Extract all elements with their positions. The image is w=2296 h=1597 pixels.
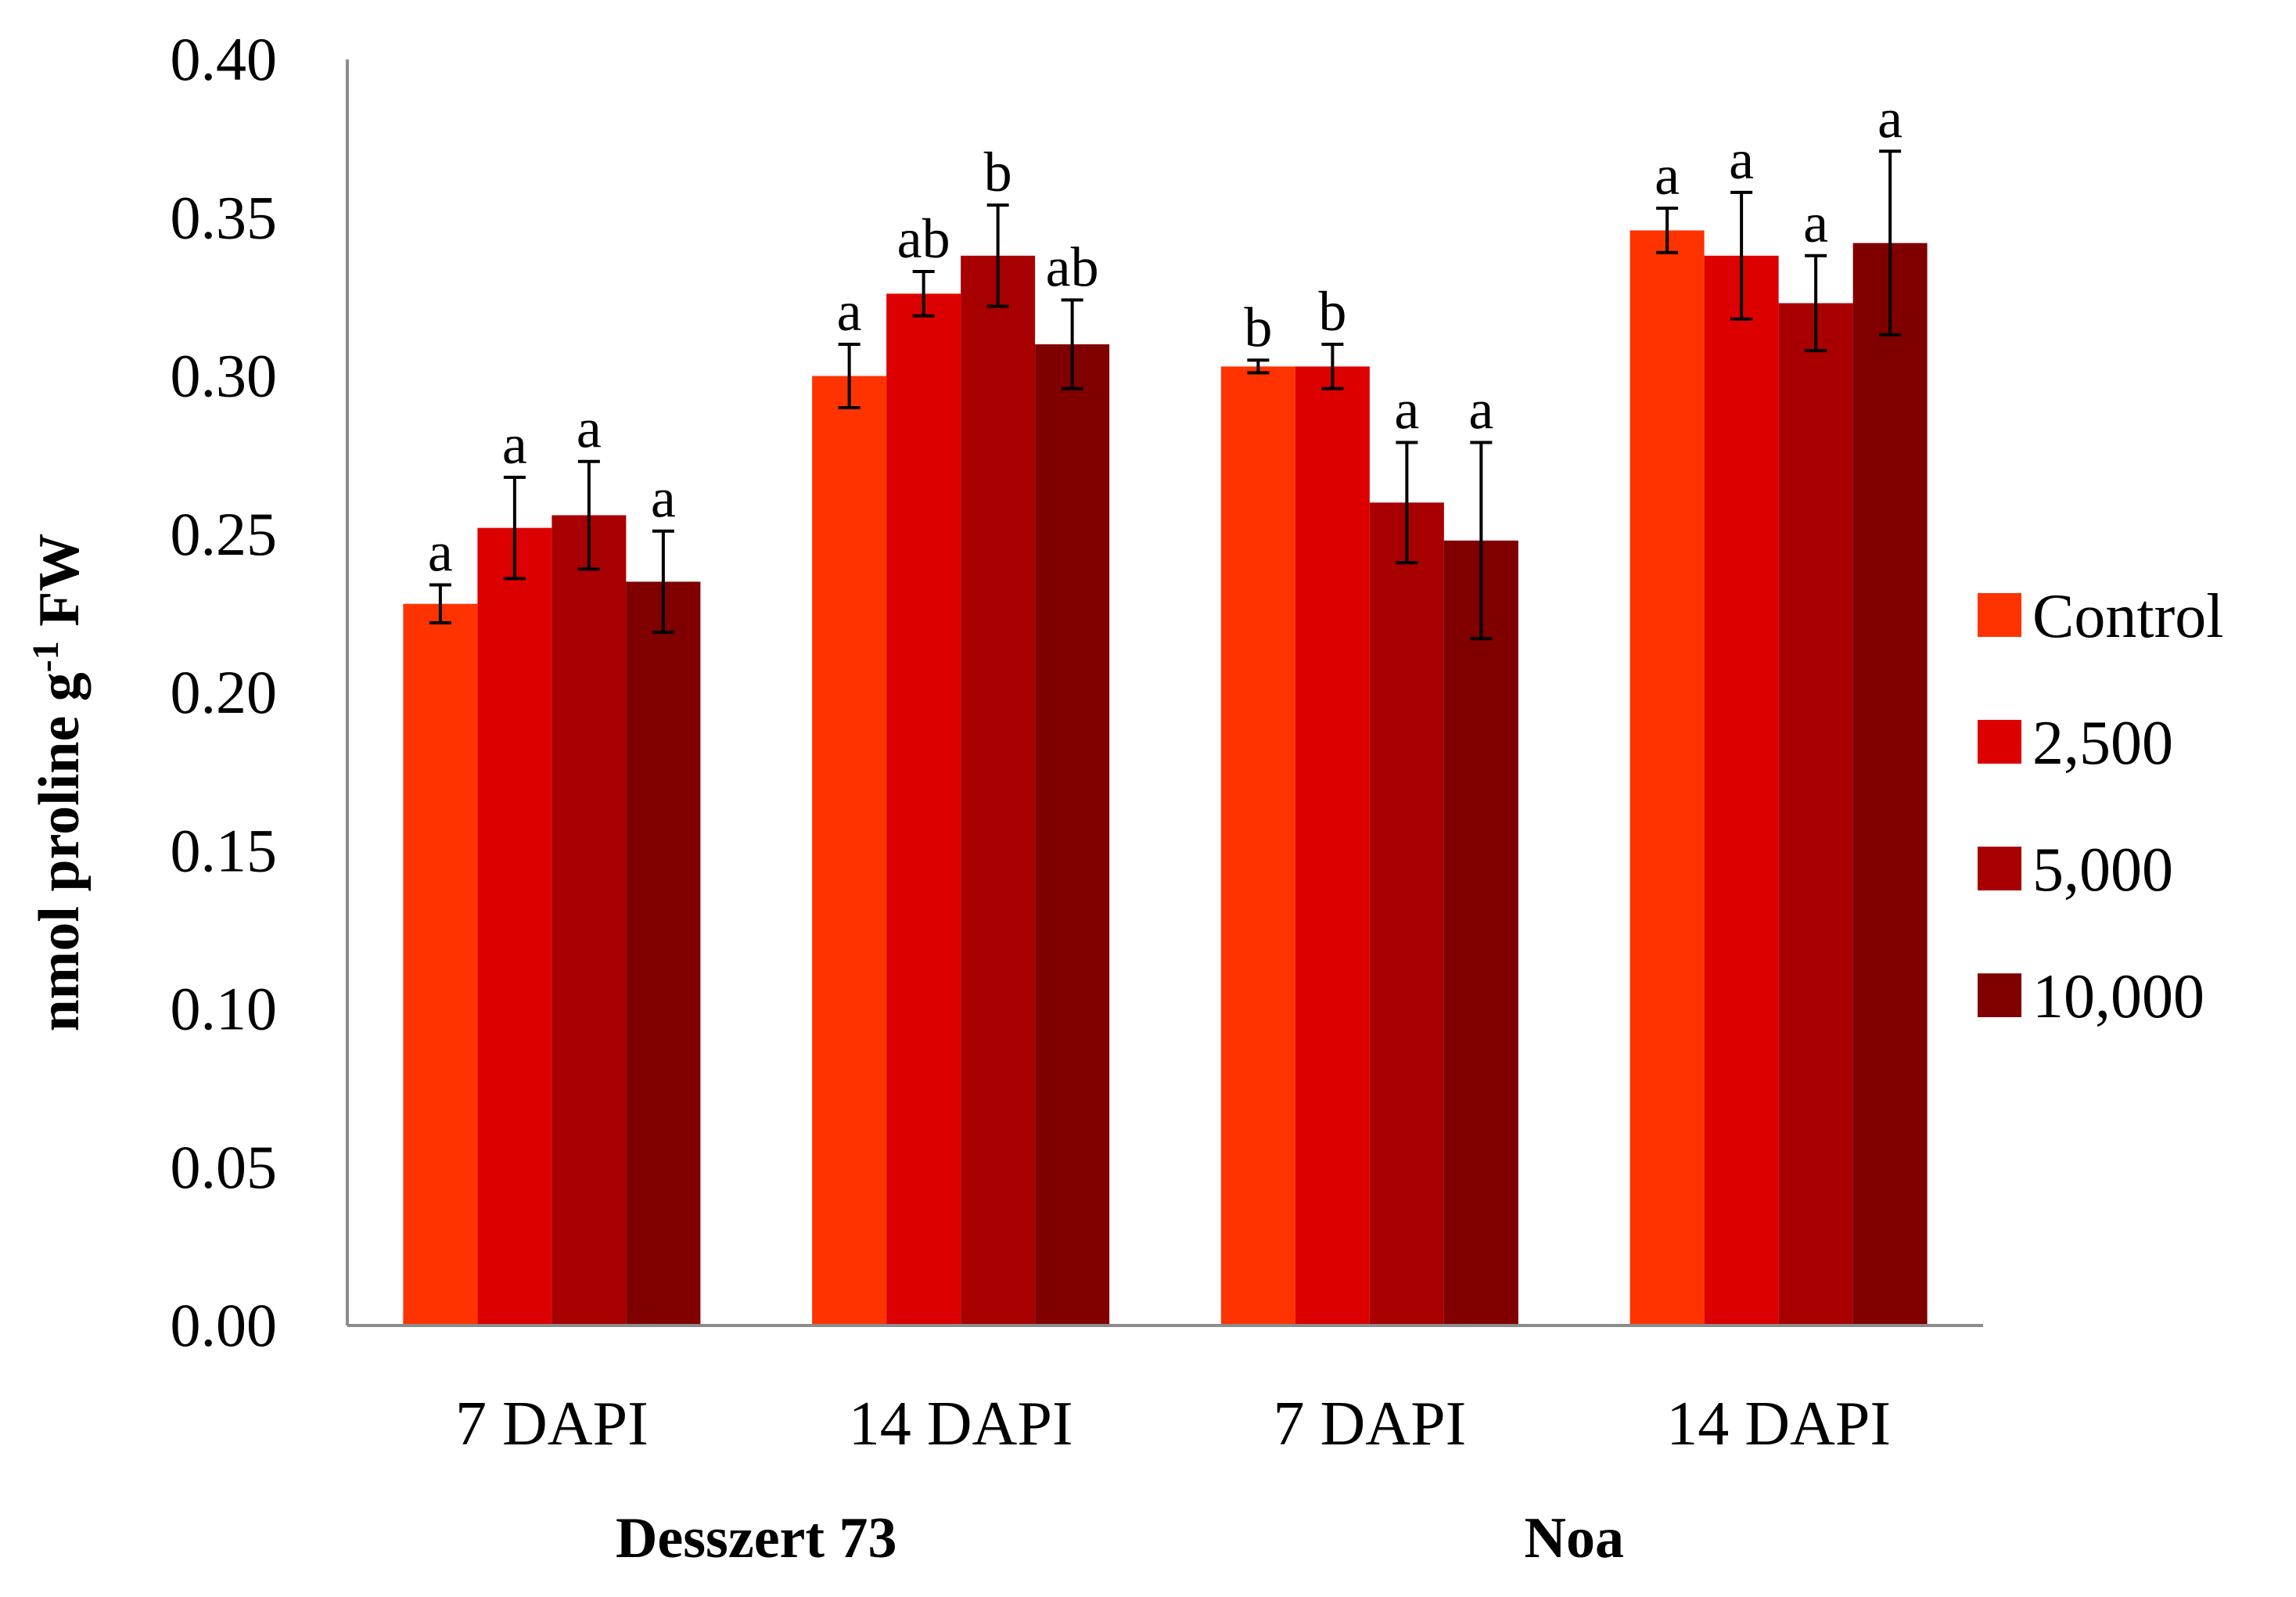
significance-letter: ab	[897, 207, 950, 270]
bar	[1443, 540, 1518, 1325]
significance-letter: a	[577, 397, 602, 460]
legend-label: 10,000	[2032, 962, 2204, 1031]
y-axis-title: nmol proline g-1 FW	[25, 534, 92, 1032]
significance-letter: b	[1244, 296, 1272, 358]
y-tick-label: 0.00	[171, 1291, 278, 1359]
y-tick-label: 0.15	[171, 816, 278, 884]
bar	[1295, 366, 1370, 1325]
bar	[1778, 303, 1853, 1326]
bar	[403, 603, 478, 1325]
y-tick-label: 0.05	[171, 1133, 278, 1201]
bar	[477, 527, 552, 1325]
legend-swatch	[1978, 593, 2021, 637]
significance-letter: b	[1318, 280, 1346, 343]
x-group-label: Desszert 73	[616, 1506, 897, 1570]
bar	[886, 293, 961, 1326]
bar	[1629, 230, 1705, 1326]
legend-label: Control	[2032, 582, 2223, 651]
bar	[1852, 243, 1928, 1325]
legend-swatch	[1978, 973, 2021, 1017]
significance-letter: ab	[1046, 236, 1099, 298]
significance-letter: a	[1468, 378, 1493, 441]
bar	[812, 376, 887, 1325]
significance-letter: b	[984, 141, 1012, 203]
x-group-label: Noa	[1525, 1506, 1624, 1570]
y-tick-label: 0.25	[171, 500, 278, 568]
y-axis-ticks: 0.00 0.05 0.10 0.15 0.20 0.25 0.30 0.35 0.40	[171, 25, 278, 1359]
significance-letter: a	[1394, 378, 1419, 441]
bar	[961, 255, 1036, 1325]
y-axis-title-suffix: FW	[27, 534, 92, 642]
significance-letter: a	[1655, 144, 1680, 207]
bar	[1220, 366, 1295, 1325]
significance-letter: a	[1803, 192, 1828, 254]
legend-label: 2,500	[2032, 709, 2173, 778]
x-category-label: 7 DAPI	[1274, 1390, 1467, 1459]
y-tick-label: 0.30	[171, 342, 278, 410]
y-axis-title-superscript: -1	[25, 641, 66, 672]
significance-letter: a	[1729, 128, 1754, 191]
significance-letter: a	[502, 413, 527, 476]
bar	[552, 515, 627, 1325]
x-category-label: 14 DAPI	[849, 1390, 1073, 1459]
y-tick-label: 0.40	[171, 25, 278, 93]
bar	[1369, 502, 1444, 1325]
significance-letter: a	[837, 280, 862, 343]
legend-swatch	[1978, 720, 2021, 764]
legend-label: 5,000	[2032, 836, 2173, 905]
bar	[626, 581, 701, 1325]
y-tick-label: 0.10	[171, 975, 278, 1043]
legend-swatch	[1978, 847, 2021, 890]
legend: Control 2,500 5,000 10,000	[1978, 582, 2223, 1031]
y-tick-label: 0.35	[171, 183, 278, 251]
bar	[1035, 344, 1110, 1325]
significance-letter: a	[651, 467, 676, 530]
x-axis-category-labels: 7 DAPI 14 DAPI 7 DAPI 14 DAPI	[455, 1390, 1891, 1459]
error-bars	[429, 149, 1902, 641]
x-axis-group-labels: Desszert 73 Noa	[616, 1506, 1624, 1570]
y-tick-label: 0.20	[171, 658, 278, 726]
x-category-label: 14 DAPI	[1666, 1390, 1891, 1459]
y-axis-title-main: nmol proline g	[27, 672, 92, 1031]
significance-letter: a	[1877, 87, 1903, 149]
significance-letter: a	[428, 520, 453, 583]
x-category-label: 7 DAPI	[455, 1390, 649, 1459]
bars	[403, 230, 1928, 1326]
bar	[1704, 255, 1779, 1325]
